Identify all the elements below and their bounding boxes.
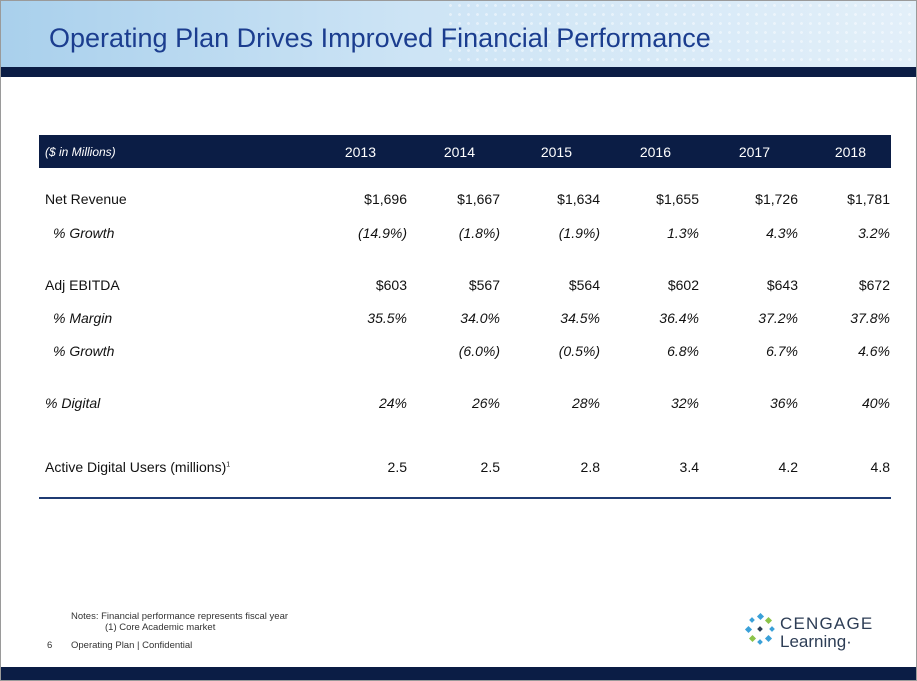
table-row-adj-ebitda: Adj EBITDA $603 $567 $564 $602 $643 $672 <box>0 277 917 297</box>
table-cell: 4.3% <box>766 225 798 241</box>
table-cell: (14.9%) <box>357 225 407 241</box>
table-cell: $567 <box>468 277 500 293</box>
table-cell: $672 <box>858 277 890 293</box>
row-label: % Growth <box>53 343 115 359</box>
logo-trademark: · <box>846 632 852 651</box>
title-banner: Operating Plan Drives Improved Financial… <box>1 1 916 67</box>
table-cell: 34.0% <box>460 310 500 326</box>
logo-text-line2: Learning <box>780 632 847 651</box>
table-cell: 24% <box>378 395 407 411</box>
row-label: % Digital <box>45 395 101 411</box>
table-row-ebitda-growth: % Growth (6.0%) (0.5%) 6.8% 6.7% 4.6% <box>0 343 917 363</box>
table-cell: 36% <box>769 395 798 411</box>
table-cell: $1,667 <box>457 191 500 207</box>
table-cell: 2.5 <box>387 459 407 475</box>
table-cell: 34.5% <box>560 310 600 326</box>
table-cell: 4.2 <box>778 459 798 475</box>
notes: Notes: Financial performance represents … <box>71 611 288 633</box>
table-cell: $602 <box>667 277 699 293</box>
table-cell: 4.6% <box>858 343 890 359</box>
table-cell: 3.2% <box>858 225 890 241</box>
notes-line: (1) Core Academic market <box>105 622 216 633</box>
table-cell: 36.4% <box>659 310 699 326</box>
footer-text: Operating Plan | Confidential <box>71 640 193 651</box>
year-header: 2013 <box>344 144 376 160</box>
table-cell: (0.5%) <box>558 343 600 359</box>
table-cell: 3.4 <box>679 459 699 475</box>
logo-text: Learning· <box>780 632 852 652</box>
table-cell: 40% <box>861 395 890 411</box>
table-cell: (6.0%) <box>458 343 500 359</box>
table-cell: (1.9%) <box>558 225 600 241</box>
footnote-mark: 1 <box>226 461 231 469</box>
year-header: 2015 <box>540 144 572 160</box>
table-cell: 28% <box>571 395 600 411</box>
table-cell: 35.5% <box>367 310 407 326</box>
table-cell: $1,696 <box>364 191 407 207</box>
table-cell: $603 <box>375 277 407 293</box>
table-cell: $1,655 <box>656 191 699 207</box>
logo-mark-icon <box>744 613 775 645</box>
table-row-active-digital-users: Active Digital Users (millions)1 2.5 2.5… <box>0 459 917 479</box>
table-cell: 37.8% <box>850 310 890 326</box>
table-cell: $1,726 <box>755 191 798 207</box>
cengage-logo: CENGAGE Learning· <box>744 611 879 653</box>
notes-line: Notes: Financial performance represents … <box>71 611 289 622</box>
banner-pattern <box>446 1 916 67</box>
row-label: % Margin <box>53 310 113 326</box>
table-row-margin: % Margin 35.5% 34.0% 34.5% 36.4% 37.2% 3… <box>0 310 917 330</box>
table-header: ($ in Millions) 2013 2014 2015 2016 2017… <box>39 135 891 168</box>
table-cell: 6.7% <box>766 343 798 359</box>
table-cell: 26% <box>471 395 500 411</box>
bottom-bar <box>1 667 916 680</box>
year-header: 2016 <box>639 144 671 160</box>
table-cell: 4.8 <box>870 459 890 475</box>
table-cell: $1,781 <box>847 191 890 207</box>
logo-text: CENGAGE <box>780 614 874 633</box>
table-cell: 32% <box>670 395 699 411</box>
year-header: 2017 <box>738 144 770 160</box>
year-header: 2014 <box>443 144 475 160</box>
row-label-text: Active Digital Users (millions) <box>45 459 227 475</box>
row-label: Active Digital Users (millions)1 <box>45 459 230 475</box>
table-cell: (1.8%) <box>458 225 500 241</box>
table-row-digital: % Digital 24% 26% 28% 32% 36% 40% <box>0 395 917 415</box>
row-label: Net Revenue <box>45 191 127 207</box>
table-cell: $564 <box>568 277 600 293</box>
table-cell: $1,634 <box>557 191 600 207</box>
year-header: 2018 <box>834 144 866 160</box>
table-cell: 1.3% <box>667 225 699 241</box>
table-bottom-rule <box>39 497 891 499</box>
units-label: ($ in Millions) <box>45 145 116 159</box>
row-label: % Growth <box>53 225 115 241</box>
table-row-net-revenue: Net Revenue $1,696 $1,667 $1,634 $1,655 … <box>0 191 917 211</box>
table-cell: 2.5 <box>480 459 500 475</box>
page-title: Operating Plan Drives Improved Financial… <box>49 23 711 53</box>
table-row-revenue-growth: % Growth (14.9%) (1.8%) (1.9%) 1.3% 4.3%… <box>0 225 917 245</box>
row-label: Adj EBITDA <box>45 277 120 293</box>
title-underline-bar <box>1 67 916 77</box>
table-cell: 2.8 <box>580 459 600 475</box>
page-number: 6 <box>47 640 53 651</box>
table-cell: 37.2% <box>758 310 798 326</box>
table-cell: $643 <box>766 277 798 293</box>
table-cell: 6.8% <box>667 343 699 359</box>
